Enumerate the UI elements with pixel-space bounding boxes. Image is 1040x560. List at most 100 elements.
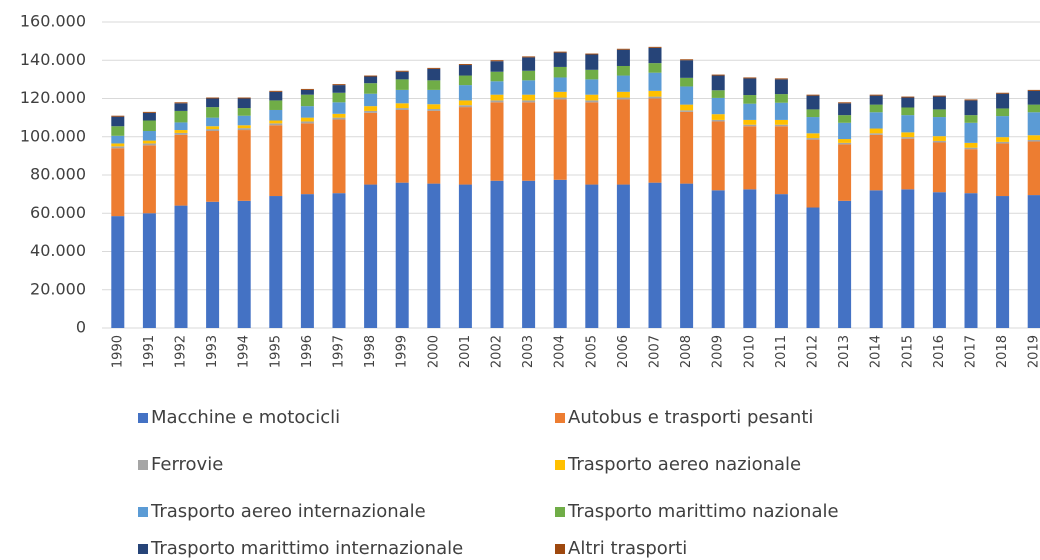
bar-segment: [996, 116, 1010, 138]
bar-segment: [838, 122, 852, 140]
bar-segment: [838, 102, 852, 104]
bar-segment: [300, 89, 314, 95]
bar-segment: [458, 75, 472, 86]
bar-segment: [458, 184, 472, 328]
bar-segment: [711, 119, 725, 122]
x-tick-label: 1991: [142, 335, 157, 368]
bar-segment: [964, 115, 978, 123]
bar-segment: [300, 194, 314, 328]
bar-segment: [585, 53, 599, 55]
bar-segment: [680, 111, 694, 184]
bar-segment: [648, 90, 662, 97]
bar-segment: [806, 95, 820, 110]
bar-segment: [932, 136, 946, 141]
bar-segment: [427, 68, 441, 81]
x-tick-label: 2016: [932, 335, 947, 368]
bar-segment: [332, 193, 346, 328]
bar-segment: [395, 109, 409, 183]
x-tick-label: 2019: [1027, 335, 1040, 368]
x-tick-label: 1995: [268, 335, 283, 368]
legend-label: Trasporto marittimo nazionale: [567, 501, 839, 522]
bar-segment: [743, 103, 757, 120]
bar-segment: [932, 109, 946, 118]
y-tick-label: 120.000: [20, 88, 86, 107]
bar-segment: [237, 128, 251, 131]
bar-segment: [774, 126, 788, 195]
legend-swatch: [138, 507, 148, 517]
y-tick-label: 0: [76, 318, 86, 337]
x-tick-label: 2000: [426, 335, 441, 368]
bar-segment: [427, 109, 441, 111]
bar-segment: [901, 138, 915, 190]
x-tick-label: 1994: [237, 335, 252, 368]
bar-segment: [427, 110, 441, 184]
bar-segment: [522, 57, 536, 71]
bar-segment: [142, 111, 156, 113]
bar-segment: [996, 92, 1010, 94]
bar-segment: [869, 112, 883, 129]
bar-segment: [458, 65, 472, 76]
bar-segment: [269, 109, 283, 121]
bar-segment: [553, 91, 567, 98]
bar-segment: [774, 194, 788, 328]
bar-segment: [522, 100, 536, 103]
bar-segment: [1027, 104, 1040, 113]
bar-segment: [869, 133, 883, 135]
bar-segment: [585, 102, 599, 185]
bar-segment: [522, 70, 536, 81]
bar-segment: [522, 180, 536, 328]
y-tick-label: 40.000: [30, 241, 86, 260]
bar-segment: [206, 201, 220, 328]
bar-segment: [743, 126, 757, 190]
bar-segment: [680, 104, 694, 111]
bar-segment: [806, 207, 820, 328]
bar-segment: [395, 89, 409, 104]
bar-segment: [616, 75, 630, 92]
bar-segment: [300, 123, 314, 195]
bar-segment: [111, 126, 125, 136]
bar-segment: [648, 98, 662, 183]
bar-segment: [774, 102, 788, 120]
bar-segment: [648, 72, 662, 91]
legend-label: Trasporto aereo nazionale: [567, 454, 801, 475]
bar-segment: [711, 190, 725, 328]
bar-segment: [964, 122, 978, 143]
legend-swatch: [138, 413, 148, 423]
bar-segment: [490, 81, 504, 95]
bar-segment: [901, 96, 915, 98]
bar-segment: [838, 142, 852, 145]
x-tick-label: 2002: [490, 335, 505, 368]
bar-segment: [269, 100, 283, 110]
bar-segment: [553, 66, 567, 78]
legend-label: Macchine e motocicli: [151, 407, 340, 428]
bar-segment: [616, 91, 630, 98]
bar-segment: [743, 189, 757, 328]
bar-segment: [743, 124, 757, 127]
bar-segment: [269, 123, 283, 126]
bar-segment: [427, 89, 441, 105]
x-tick-label: 2004: [553, 335, 568, 368]
bar-segment: [395, 71, 409, 80]
bar-segment: [490, 60, 504, 62]
bar-segment: [774, 78, 788, 80]
bar-segment: [932, 95, 946, 97]
bar-segment: [206, 107, 220, 118]
bar-segment: [964, 193, 978, 328]
bar-segment: [206, 98, 220, 108]
bar-segment: [269, 125, 283, 197]
y-tick-label: 140.000: [20, 50, 86, 69]
x-tick-label: 2009: [711, 335, 726, 368]
bar-segment: [458, 64, 472, 66]
bar-segment: [395, 103, 409, 109]
bar-segment: [616, 48, 630, 50]
bar-segment: [111, 143, 125, 147]
x-tick-label: 2008: [679, 335, 694, 368]
bar-segment: [996, 108, 1010, 117]
x-tick-label: 2010: [742, 335, 757, 368]
bar-segment: [806, 94, 820, 96]
bar-segment: [1027, 89, 1040, 91]
bar-segment: [680, 86, 694, 105]
bar-segment: [553, 52, 567, 67]
bar-segment: [332, 117, 346, 120]
